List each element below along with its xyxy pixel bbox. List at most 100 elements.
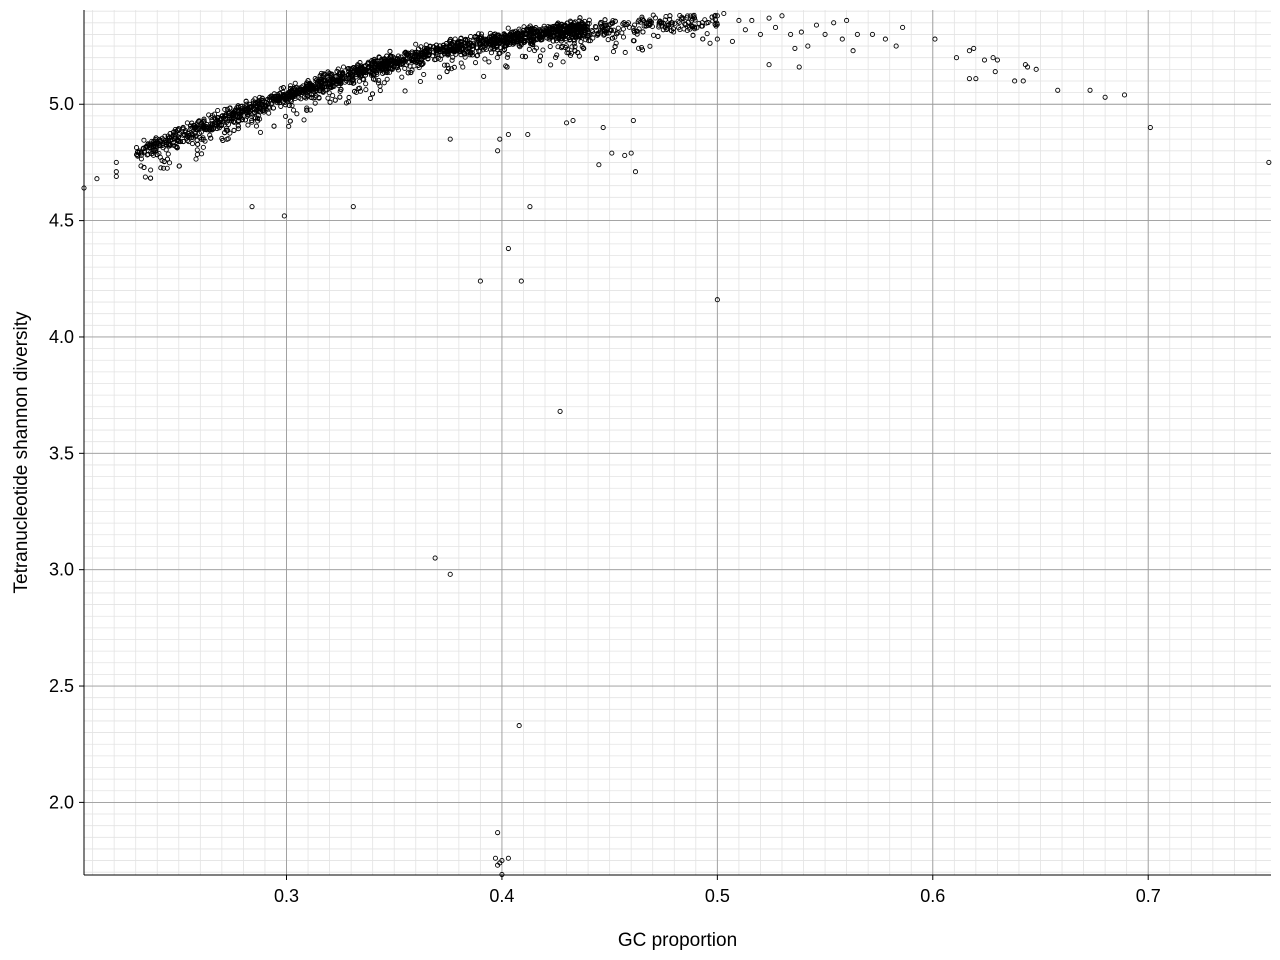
data-point (496, 51, 502, 57)
data-point (314, 83, 320, 89)
data-point (259, 101, 265, 108)
data-point (255, 115, 261, 121)
data-point (287, 118, 293, 124)
data-point (370, 66, 376, 73)
data-point (557, 408, 563, 414)
y-tick-label: 3.5 (49, 443, 74, 463)
data-point (655, 33, 661, 39)
data-point (413, 41, 419, 47)
data-point (398, 54, 404, 60)
data-point (612, 18, 618, 24)
data-point (749, 17, 755, 24)
data-point (667, 13, 673, 19)
data-point (409, 58, 415, 64)
data-point (622, 49, 628, 56)
data-point (351, 80, 357, 86)
data-point (148, 167, 154, 173)
data-point (263, 100, 269, 106)
data-point (433, 46, 439, 52)
data-point (494, 39, 500, 45)
data-point (305, 78, 311, 84)
data-point (514, 39, 520, 45)
data-point (414, 59, 420, 65)
data-point (757, 31, 763, 37)
data-point (495, 830, 501, 836)
data-point (328, 85, 334, 91)
data-point (578, 39, 584, 45)
data-point (632, 169, 639, 175)
data-point (474, 52, 481, 58)
data-point (182, 128, 189, 134)
data-point (318, 70, 324, 76)
data-point (307, 107, 313, 113)
data-point (831, 20, 837, 26)
data-point (444, 68, 450, 75)
data-point (301, 117, 307, 123)
data-point (441, 62, 448, 68)
data-point (253, 123, 259, 129)
data-point (466, 42, 472, 48)
data-point (624, 22, 630, 28)
data-point (338, 80, 344, 86)
data-point (361, 69, 367, 75)
data-point (449, 57, 455, 63)
data-point (346, 68, 352, 74)
data-point (560, 59, 566, 65)
data-point (346, 94, 352, 101)
data-point (277, 90, 283, 97)
data-point (1033, 66, 1039, 72)
data-point (981, 57, 988, 63)
data-point (340, 71, 346, 77)
data-point (495, 862, 501, 868)
data-point (134, 149, 141, 155)
data-point (700, 36, 706, 42)
data-point (547, 43, 553, 50)
data-point (345, 71, 352, 78)
data-point (421, 71, 427, 78)
data-point (953, 55, 960, 61)
x-tick-label: 0.5 (705, 886, 730, 906)
data-point (447, 36, 454, 43)
data-point (266, 110, 272, 116)
data-point (308, 94, 314, 101)
data-point (331, 77, 337, 83)
data-point (529, 25, 535, 31)
y-tick-label: 5.0 (49, 94, 74, 114)
data-point (477, 278, 483, 284)
data-point (371, 56, 377, 62)
data-point (677, 27, 683, 33)
data-point (721, 10, 727, 17)
data-point (376, 63, 383, 69)
data-point (321, 84, 327, 90)
data-point (567, 37, 573, 43)
data-point (639, 16, 645, 22)
data-point (256, 98, 262, 104)
data-point (174, 144, 180, 150)
data-point (1266, 159, 1272, 165)
data-point (680, 15, 686, 22)
data-point (321, 77, 327, 83)
data-point (240, 108, 246, 114)
data-point (497, 136, 503, 142)
data-point (526, 46, 532, 52)
data-point (294, 111, 300, 117)
data-point (461, 51, 467, 57)
data-point (477, 38, 483, 44)
data-point (289, 103, 295, 109)
data-point (328, 82, 334, 88)
data-point (352, 66, 358, 72)
data-point (257, 129, 263, 135)
data-point (593, 24, 599, 30)
data-point (366, 69, 372, 75)
data-point (568, 50, 575, 56)
data-point (679, 14, 685, 20)
data-point (529, 40, 535, 46)
data-points (81, 10, 1272, 878)
data-point (387, 69, 393, 75)
data-point (712, 21, 718, 27)
data-point (340, 64, 347, 70)
data-point (351, 64, 357, 71)
data-point (518, 36, 524, 42)
data-point (327, 79, 333, 85)
